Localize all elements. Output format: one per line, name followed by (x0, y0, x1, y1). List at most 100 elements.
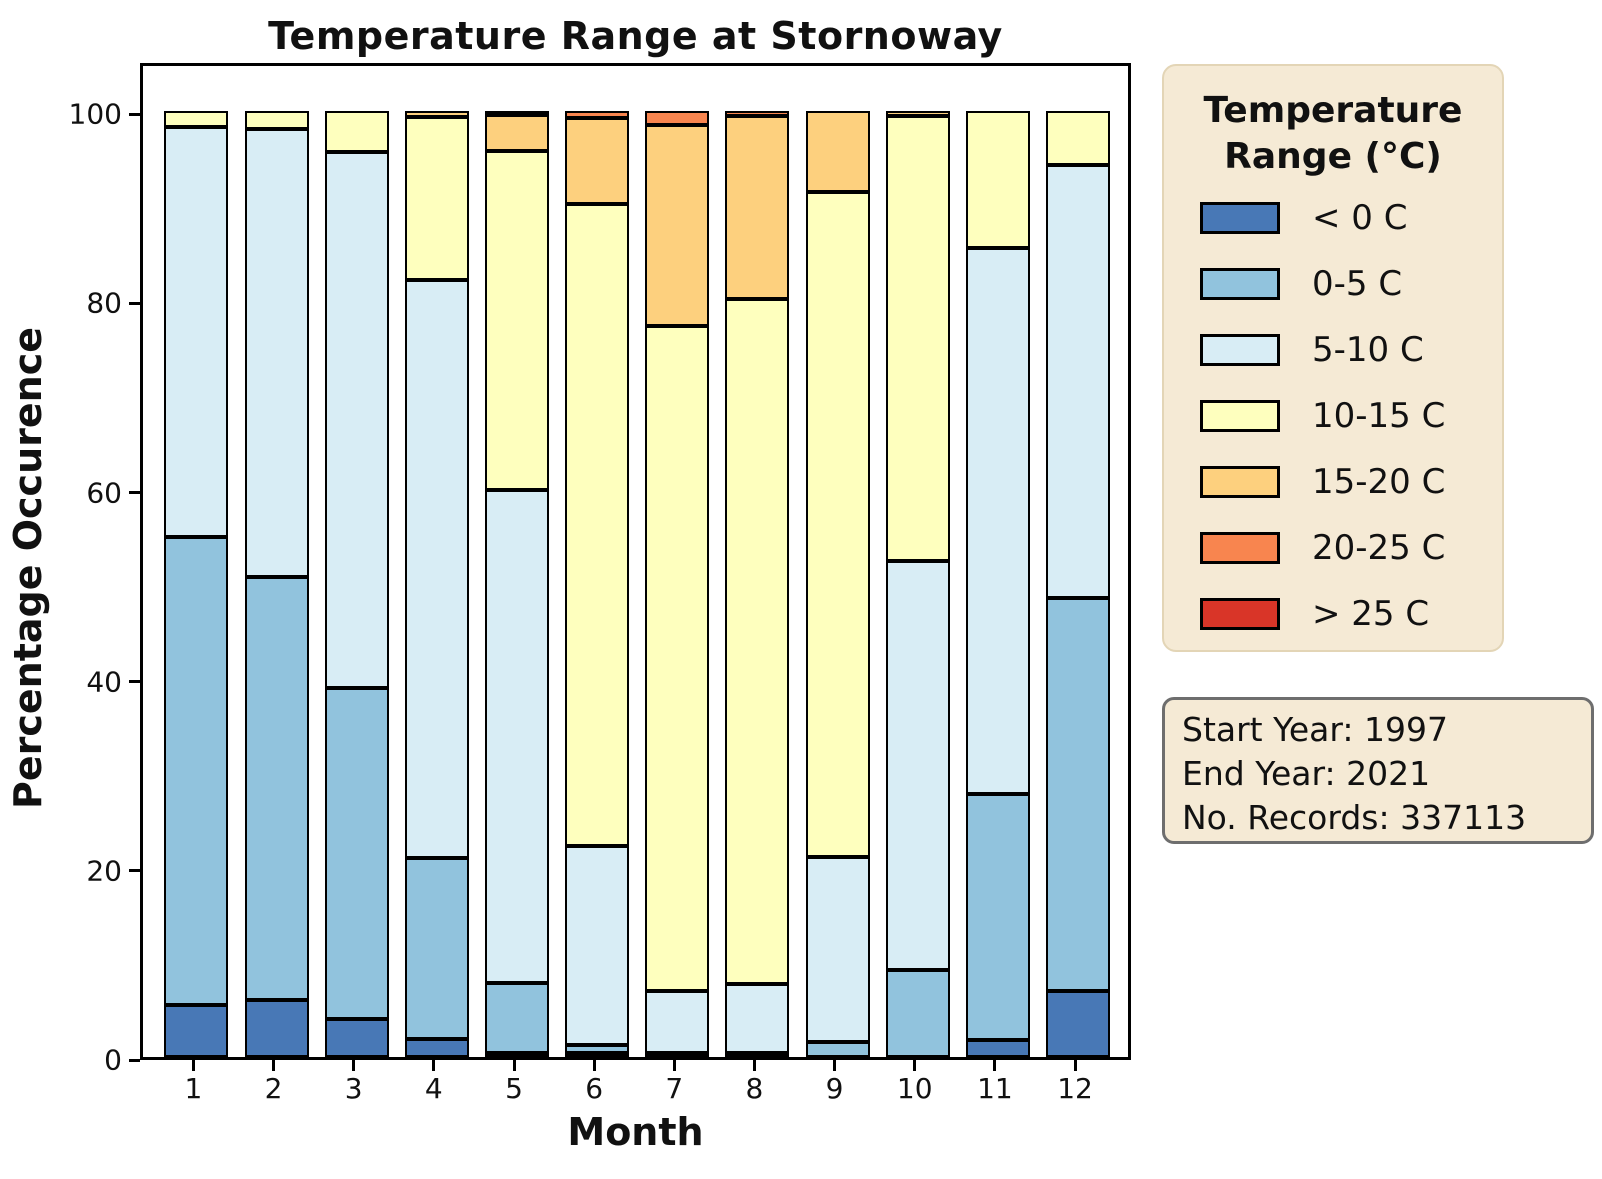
bar-segment (404, 111, 469, 118)
y-tick-label: 20 (86, 854, 122, 888)
legend-title-line2: Range (°C) (1224, 136, 1442, 177)
bar-segment (565, 117, 630, 204)
bar-segment (725, 111, 790, 117)
legend-swatch (1200, 268, 1280, 300)
stacked-bar-month-8 (725, 111, 790, 1057)
bar-segment (404, 1039, 469, 1057)
y-tick-label: 100 (68, 97, 122, 131)
x-tick-label: 1 (184, 1072, 203, 1105)
x-axis-label: Month (567, 1110, 704, 1154)
bar-segment (485, 115, 549, 152)
bar-segment (565, 1053, 630, 1057)
bar-segment (645, 325, 710, 991)
legend-swatch (1200, 202, 1280, 234)
bar-segment (565, 845, 630, 1045)
bar-segment (725, 983, 790, 1053)
bar-segment (164, 536, 229, 1005)
info-start-year: Start Year: 1997 (1182, 710, 1448, 749)
bar-segment (645, 124, 710, 326)
x-tick-mark (672, 1060, 676, 1071)
x-tick-label: 5 (505, 1072, 523, 1105)
legend-item: 20-25 C (1200, 528, 1502, 568)
stacked-bar-month-1 (164, 111, 229, 1057)
legend-label: 10-15 C (1312, 396, 1446, 436)
bar-segment (645, 111, 710, 125)
bar-segment (324, 152, 389, 689)
info-num-records: No. Records: 337113 (1182, 798, 1527, 837)
legend-item: 5-10 C (1200, 330, 1502, 370)
bar-segment (404, 858, 469, 1040)
stacked-bar-month-7 (645, 111, 710, 1057)
y-tick-mark (129, 680, 140, 684)
bar-segment (725, 299, 790, 984)
stacked-bar-month-10 (885, 111, 950, 1057)
legend-title-line1: Temperature (1203, 90, 1463, 131)
bar-segment (805, 191, 870, 857)
legend-item: 10-15 C (1200, 396, 1502, 436)
x-tick-mark (272, 1060, 276, 1071)
stacked-bar-month-2 (244, 111, 309, 1057)
bar-segment (485, 983, 549, 1053)
legend-label: > 25 C (1312, 594, 1430, 634)
y-tick-mark (129, 491, 140, 495)
bar-segment (1046, 990, 1111, 1057)
x-tick-label: 11 (977, 1072, 1013, 1105)
bar-segment (965, 794, 1030, 1040)
bar-segment (885, 116, 950, 561)
bar-segment (725, 116, 790, 300)
bar-segment (485, 490, 549, 984)
stacked-bar-month-5 (485, 111, 549, 1057)
stacked-bar-month-6 (565, 111, 630, 1057)
x-tick-label: 2 (264, 1072, 283, 1105)
bar-segment (805, 111, 870, 192)
bar-segment (485, 151, 549, 491)
bar-segment (1046, 111, 1111, 166)
bar-segment (404, 279, 469, 859)
y-tick-label: 0 (104, 1043, 122, 1077)
legend-label: 0-5 C (1312, 264, 1403, 304)
x-tick-mark (913, 1060, 917, 1071)
x-tick-mark (752, 1060, 756, 1071)
legend-swatch (1200, 334, 1280, 366)
legend-swatch (1200, 400, 1280, 432)
y-tick-label: 80 (86, 286, 122, 320)
bar-segment (805, 856, 870, 1042)
bar-segment (965, 111, 1030, 249)
y-tick-mark (129, 1058, 140, 1062)
bar-segment (725, 1053, 790, 1057)
legend-item: > 25 C (1200, 594, 1502, 634)
bar-segment (485, 111, 549, 116)
x-tick-label: 8 (745, 1072, 764, 1105)
x-tick-mark (592, 1060, 596, 1071)
bar-segment (885, 970, 950, 1057)
bar-segment (965, 248, 1030, 795)
x-tick-mark (1073, 1060, 1077, 1071)
bar-segment (404, 117, 469, 280)
y-axis-label: Percentage Occurence (6, 327, 50, 809)
legend-item: 0-5 C (1200, 264, 1502, 304)
stacked-bar-month-4 (404, 111, 469, 1057)
x-tick-mark (993, 1060, 997, 1071)
x-tick-label: 12 (1057, 1072, 1093, 1105)
y-tick-mark (129, 301, 140, 305)
y-tick-label: 40 (86, 665, 122, 699)
bar-segment (885, 560, 950, 970)
x-tick-label: 3 (344, 1072, 363, 1105)
bar-segment (485, 1053, 549, 1057)
y-tick-mark (129, 869, 140, 873)
stacked-bar-month-12 (1046, 111, 1111, 1057)
y-tick-label: 60 (86, 476, 122, 510)
bar-segment (805, 1041, 870, 1057)
x-tick-mark (191, 1060, 195, 1071)
bar-segment (324, 688, 389, 1020)
bar-segment (164, 127, 229, 537)
x-tick-label: 6 (585, 1072, 604, 1105)
legend-label: 15-20 C (1312, 462, 1446, 502)
bar-segment (645, 990, 710, 1053)
legend: Temperature Range (°C) < 0 C 0-5 C 5-10 C 1… (1162, 64, 1504, 652)
stacked-bar-month-3 (324, 111, 389, 1057)
bar-segment (164, 1005, 229, 1057)
legend-label: 5-10 C (1312, 330, 1424, 370)
bar-segment (645, 1053, 710, 1057)
